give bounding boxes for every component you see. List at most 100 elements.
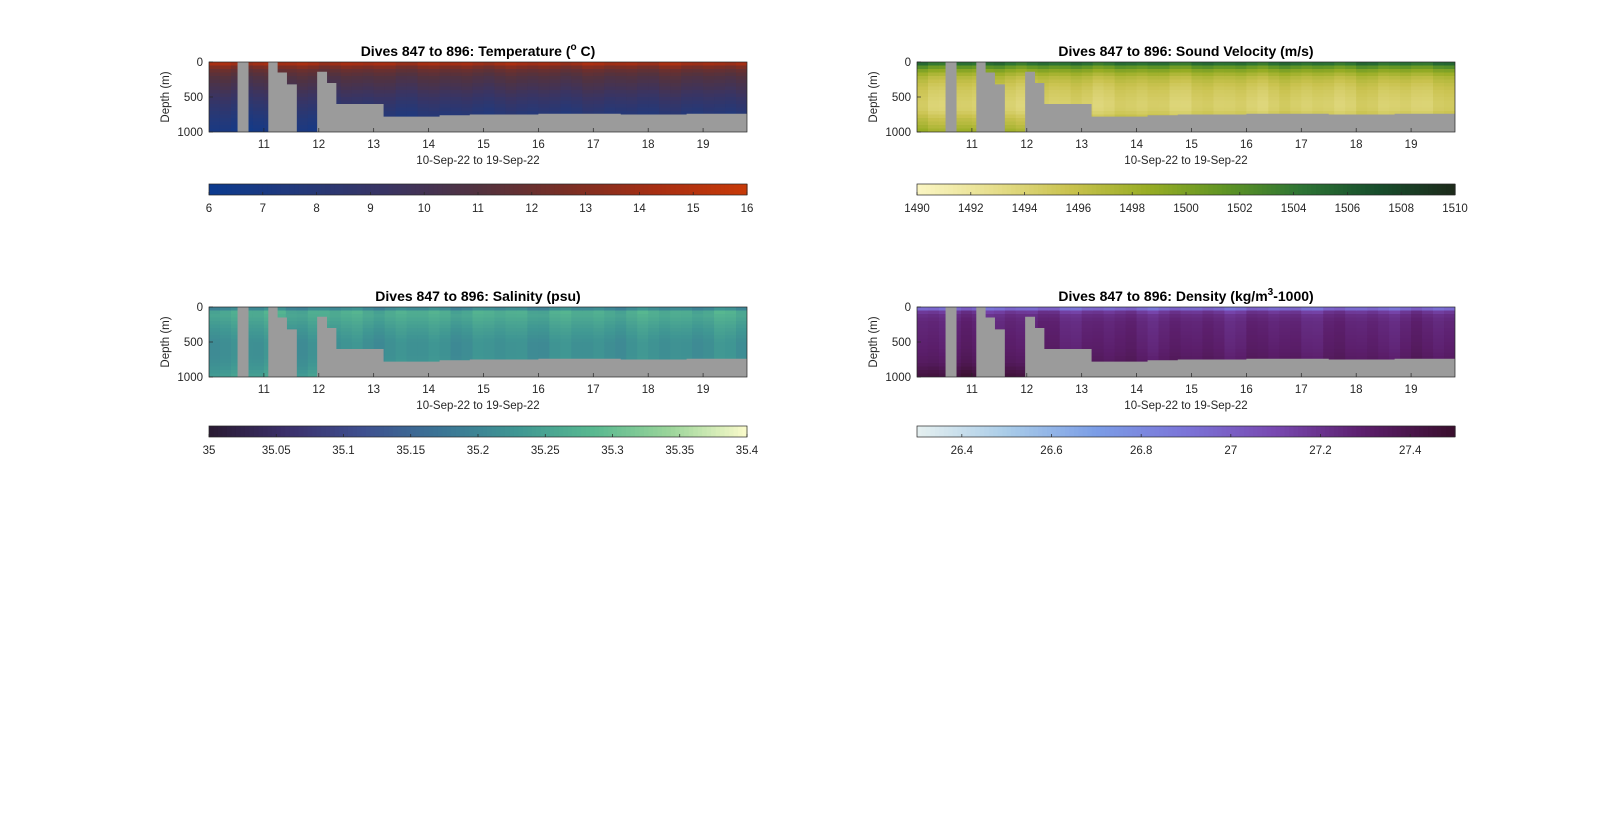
heatmap-cell bbox=[582, 76, 594, 81]
heatmap-cell bbox=[538, 356, 550, 361]
heatmap-cell bbox=[505, 90, 518, 95]
heatmap-cell bbox=[604, 342, 616, 347]
heatmap-cell bbox=[593, 69, 605, 74]
heatmap-cell bbox=[1147, 100, 1160, 105]
heatmap-cell bbox=[1268, 62, 1280, 67]
heatmap-cell bbox=[1444, 356, 1455, 361]
heatmap-cell bbox=[1422, 111, 1434, 116]
heatmap-cell bbox=[1268, 328, 1280, 333]
colorbar-segment bbox=[567, 184, 573, 195]
heatmap-cell bbox=[1114, 86, 1127, 91]
heatmap-cell bbox=[1422, 107, 1434, 112]
heatmap-cell bbox=[505, 72, 518, 77]
colorbar-segment bbox=[630, 184, 636, 195]
heatmap-cell bbox=[219, 100, 232, 105]
heatmap-cell bbox=[1290, 349, 1302, 354]
heatmap-cell bbox=[1268, 317, 1280, 322]
heatmap-cell bbox=[1004, 65, 1017, 70]
heatmap-cell bbox=[505, 107, 518, 112]
colorbar-segment bbox=[531, 426, 537, 437]
heatmap-cell bbox=[428, 62, 441, 67]
heatmap-cell bbox=[1400, 324, 1412, 329]
colorbar-segment bbox=[666, 184, 672, 195]
heatmap-cell bbox=[1268, 83, 1280, 88]
heatmap-cell bbox=[1279, 83, 1291, 88]
colorbar-segment bbox=[1280, 426, 1286, 437]
heatmap-cell bbox=[960, 359, 973, 364]
heatmap-cell bbox=[637, 342, 649, 347]
heatmap-cell bbox=[1158, 356, 1171, 361]
heatmap-cell bbox=[615, 72, 627, 77]
heatmap-cell bbox=[725, 72, 737, 77]
heatmap-cell bbox=[1367, 310, 1379, 315]
heatmap-cell bbox=[527, 349, 539, 354]
heatmap-cell bbox=[1004, 335, 1017, 340]
colorbar-segment bbox=[1055, 184, 1062, 195]
heatmap-cell bbox=[1224, 111, 1237, 116]
heatmap-cell bbox=[1279, 331, 1291, 336]
heatmap-cell bbox=[1169, 338, 1182, 343]
x-tick-label: 12 bbox=[312, 384, 325, 396]
heatmap-cell bbox=[1235, 69, 1247, 74]
heatmap-cell bbox=[417, 86, 430, 91]
heatmap-cell bbox=[960, 307, 973, 312]
heatmap-cell bbox=[351, 314, 364, 319]
heatmap-cell bbox=[384, 72, 397, 77]
heatmap-cell bbox=[428, 76, 441, 81]
heatmap-cell bbox=[1114, 62, 1127, 67]
heatmap-cell bbox=[461, 349, 474, 354]
heatmap-cell bbox=[1268, 324, 1280, 329]
heatmap-cell bbox=[505, 97, 518, 102]
heatmap-cell bbox=[1290, 335, 1302, 340]
colorbar-segment bbox=[298, 184, 304, 195]
heatmap-cell bbox=[681, 62, 693, 67]
heatmap-cell bbox=[1312, 335, 1324, 340]
colorbar-segment bbox=[1078, 426, 1084, 437]
heatmap-cell bbox=[219, 317, 232, 322]
heatmap-cell bbox=[318, 69, 331, 74]
heatmap-cell bbox=[1246, 356, 1258, 361]
heatmap-cell bbox=[714, 349, 726, 354]
colorbar-segment bbox=[563, 426, 569, 437]
heatmap-cell bbox=[681, 310, 693, 315]
heatmap-cell bbox=[960, 69, 973, 74]
heatmap-cell bbox=[1004, 69, 1017, 74]
heatmap-cell bbox=[960, 370, 973, 375]
heatmap-cell bbox=[917, 79, 929, 84]
heatmap-cell bbox=[1378, 69, 1390, 74]
heatmap-cell bbox=[917, 65, 929, 70]
heatmap-cell bbox=[582, 97, 594, 102]
heatmap-cell bbox=[230, 90, 243, 95]
heatmap-cell bbox=[1334, 111, 1346, 116]
colorbar-segment bbox=[235, 184, 241, 195]
heatmap-cell bbox=[692, 335, 704, 340]
colorbar-segment bbox=[1136, 184, 1142, 195]
heatmap-cell bbox=[1367, 65, 1379, 70]
heatmap-cell bbox=[1279, 93, 1291, 98]
heatmap-cell bbox=[252, 90, 265, 95]
heatmap-cell bbox=[637, 97, 649, 102]
heatmap-cell bbox=[1213, 93, 1226, 98]
heatmap-cell bbox=[1158, 86, 1171, 91]
heatmap-cell bbox=[960, 366, 973, 371]
heatmap-cell bbox=[1114, 83, 1127, 88]
colorbar-segment bbox=[406, 426, 412, 437]
heatmap-cell bbox=[285, 79, 298, 84]
heatmap-cell bbox=[538, 335, 550, 340]
heatmap-cell bbox=[516, 79, 529, 84]
heatmap-cell bbox=[938, 104, 951, 109]
heatmap-cell bbox=[538, 93, 550, 98]
heatmap-cell bbox=[1103, 352, 1116, 357]
colorbar-segment bbox=[442, 184, 448, 195]
heatmap-cell bbox=[1389, 100, 1401, 105]
heatmap-cell bbox=[1345, 79, 1357, 84]
heatmap-cell bbox=[307, 69, 320, 74]
heatmap-cell bbox=[1169, 86, 1182, 91]
heatmap-cell bbox=[483, 342, 496, 347]
heatmap-cell bbox=[1422, 349, 1434, 354]
heatmap-cell bbox=[917, 373, 929, 377]
heatmap-cell bbox=[1191, 100, 1204, 105]
colorbar-segment bbox=[666, 426, 672, 437]
heatmap-cell bbox=[406, 114, 419, 119]
heatmap-cell bbox=[681, 72, 693, 77]
